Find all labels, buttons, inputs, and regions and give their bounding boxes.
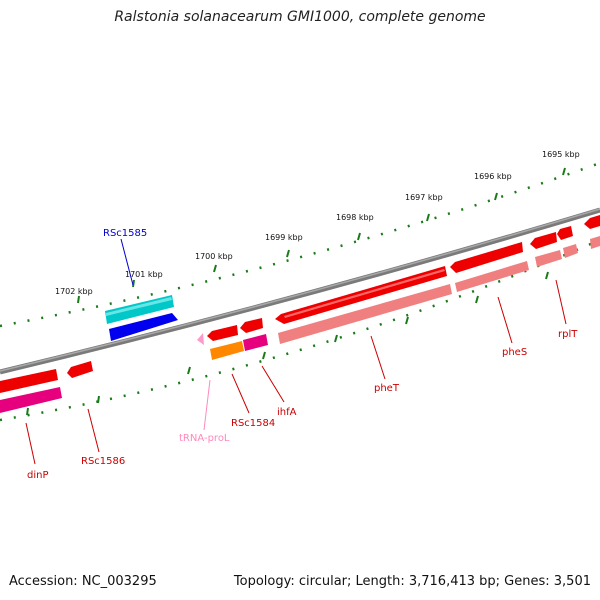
kbp-label: 1697 kbp [405,193,443,202]
magenta-arrow-ihfA[interactable] [243,334,268,351]
genome-backbone [0,207,600,375]
orange-arrow-RSc1584[interactable] [210,341,244,360]
inner-tick-ring [0,238,600,422]
kbp-label: 1699 kbp [265,233,303,242]
accession-text: Accession: NC_003295 [9,574,157,589]
gene-label-dinP: dinP [27,470,49,481]
pink-arrow-rplT-b[interactable] [563,244,578,258]
gene-label-pheS: pheS [502,347,527,358]
magenta-arrow-dinP[interactable] [0,387,62,413]
pink-arrow-pheT[interactable] [278,284,452,344]
kbp-label: 1701 kbp [125,270,163,279]
gene-arrow-RSc1586[interactable] [67,361,93,378]
gene-label-rplT: rplT [558,329,578,340]
genome-backbone-highlight [0,208,600,372]
major-ticks [77,167,566,304]
map-title: Ralstonia solanacearum GMI1000, complete… [114,9,486,25]
pink-arrow-pheS[interactable] [455,261,529,292]
cds-features-upper [105,295,178,341]
outer-tick-ring [0,161,600,328]
gene-arrow-ihfA[interactable] [240,318,263,333]
cyan-arrow-RSc1585-shade [106,297,172,316]
genome-summary-text: Topology: circular; Length: 3,716,413 bp… [233,574,591,589]
gene-arrow-rplT-a[interactable] [530,232,557,249]
gene-label-RSc1584: RSc1584 [231,418,275,429]
inner-major-ticks [26,271,549,416]
kbp-label: 1700 kbp [195,252,233,261]
label-lines [25,238,567,465]
pink-arrow-rplT-a[interactable] [535,250,562,267]
blue-arrow-RSc1585[interactable] [109,313,178,341]
feature-row-2 [0,236,600,413]
gene-label-RSc1585: RSc1585 [103,228,147,239]
kbp-label: 1698 kbp [336,213,374,222]
gene-arrow-dinP[interactable] [0,369,58,393]
gene-arrow-pheS[interactable] [450,242,523,273]
gene-arrow-edge[interactable] [584,215,600,229]
pink-arrow-edge[interactable] [590,236,600,249]
gene-arrow-rplT-b[interactable] [557,226,573,240]
gene-label-RSc1586: RSc1586 [81,456,125,467]
kbp-label: 1696 kbp [474,172,512,181]
kbp-label: 1695 kbp [542,150,580,159]
gene-label-ihfA: ihfA [277,407,297,418]
gene-arrow-RSc1584[interactable] [207,325,238,341]
kbp-label: 1702 kbp [55,287,93,296]
trna-proL-arrow[interactable] [197,333,204,345]
gene-label-pheT: pheT [374,383,400,394]
cds-features-lower [0,215,600,393]
gene-arrow-pheT-shade [284,269,445,318]
gene-label-tRNA-proL: tRNA-proL [179,433,230,444]
